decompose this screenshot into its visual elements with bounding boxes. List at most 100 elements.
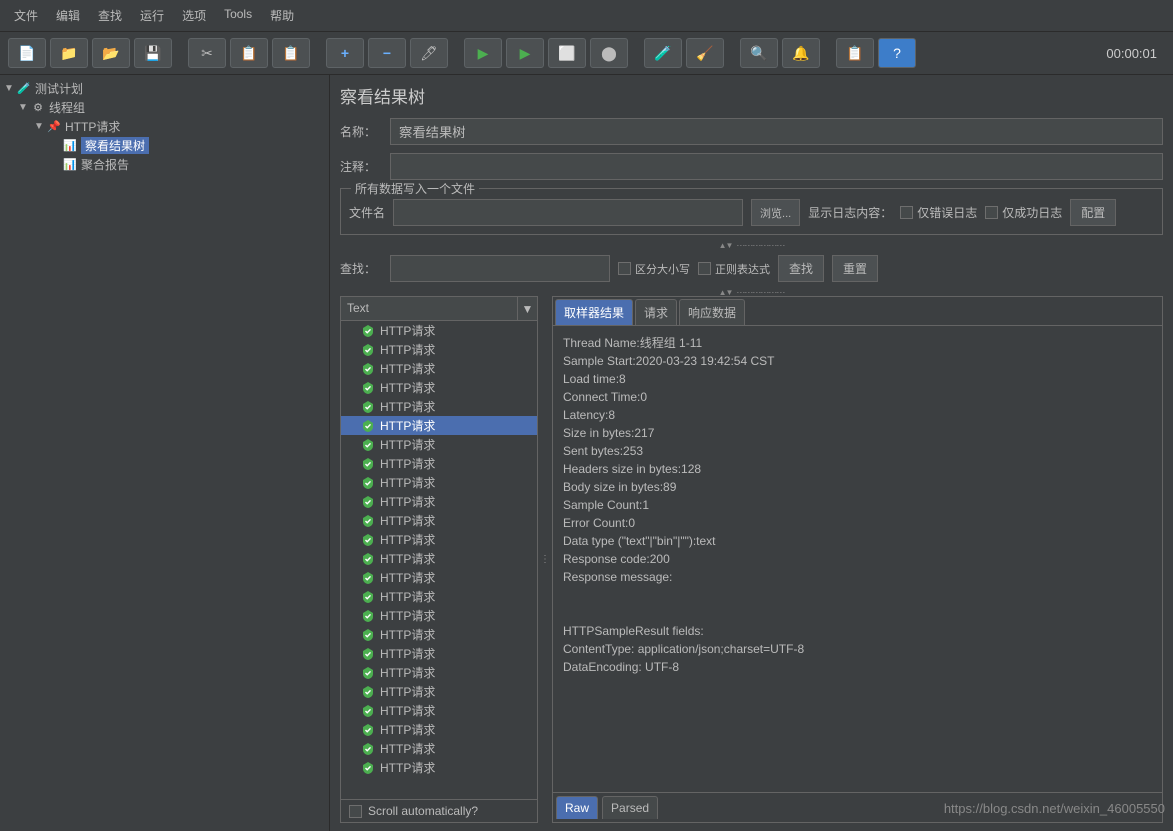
wand-icon[interactable]: 🖊: [410, 38, 448, 68]
result-item-label: HTTP请求: [380, 379, 435, 396]
help-icon[interactable]: ?: [878, 38, 916, 68]
result-item[interactable]: HTTP请求: [341, 454, 537, 473]
result-item[interactable]: HTTP请求: [341, 663, 537, 682]
tab-sampler-result[interactable]: 取样器结果: [555, 299, 633, 325]
result-item[interactable]: HTTP请求: [341, 682, 537, 701]
paste-icon[interactable]: 📋: [272, 38, 310, 68]
result-item-label: HTTP请求: [380, 341, 435, 358]
only-error-checkbox[interactable]: 仅错误日志: [900, 204, 977, 221]
start-no-pause-icon[interactable]: ▶: [506, 38, 544, 68]
result-item[interactable]: HTTP请求: [341, 492, 537, 511]
result-list[interactable]: HTTP请求HTTP请求HTTP请求HTTP请求HTTP请求HTTP请求HTTP…: [341, 321, 537, 799]
result-item[interactable]: HTTP请求: [341, 625, 537, 644]
regex-checkbox[interactable]: 正则表达式: [698, 261, 770, 277]
result-item-label: HTTP请求: [380, 531, 435, 548]
reset-button[interactable]: 重置: [832, 255, 878, 282]
tab-raw[interactable]: Raw: [556, 796, 598, 819]
success-icon: [361, 761, 375, 775]
tab-parsed[interactable]: Parsed: [602, 796, 658, 819]
result-item[interactable]: HTTP请求: [341, 720, 537, 739]
results-area: Text ▼ HTTP请求HTTP请求HTTP请求HTTP请求HTTP请求HTT…: [340, 296, 1163, 823]
copy-icon[interactable]: 📋: [230, 38, 268, 68]
clear-icon[interactable]: 🧪: [644, 38, 682, 68]
result-item[interactable]: HTTP请求: [341, 758, 537, 777]
tab-response-data[interactable]: 响应数据: [679, 299, 745, 325]
tree-icon: ⚙: [30, 100, 46, 116]
menu-edit[interactable]: 编辑: [48, 4, 88, 27]
result-item[interactable]: HTTP请求: [341, 568, 537, 587]
case-sensitive-checkbox[interactable]: 区分大小写: [618, 261, 690, 277]
tree-node[interactable]: ▼📌HTTP请求: [2, 117, 327, 136]
menu-options[interactable]: 选项: [174, 4, 214, 27]
menubar: 文件 编辑 查找 运行 选项 Tools 帮助: [0, 0, 1173, 32]
result-item-label: HTTP请求: [380, 436, 435, 453]
result-item[interactable]: HTTP请求: [341, 378, 537, 397]
open-icon[interactable]: 📂: [92, 38, 130, 68]
tree-label: 聚合报告: [81, 156, 129, 173]
clear-all-icon[interactable]: 🧹: [686, 38, 724, 68]
result-item-label: HTTP请求: [380, 588, 435, 605]
tree-label: 察看结果树: [81, 137, 149, 154]
renderer-select[interactable]: Text ▼: [341, 297, 537, 321]
menu-file[interactable]: 文件: [6, 4, 46, 27]
menu-help[interactable]: 帮助: [262, 4, 302, 27]
tab-request[interactable]: 请求: [635, 299, 677, 325]
configure-button[interactable]: 配置: [1070, 199, 1116, 226]
browse-button[interactable]: 浏览...: [751, 199, 800, 226]
result-item[interactable]: HTTP请求: [341, 473, 537, 492]
result-item[interactable]: HTTP请求: [341, 530, 537, 549]
minus-icon[interactable]: −: [368, 38, 406, 68]
result-item[interactable]: HTTP请求: [341, 435, 537, 454]
name-input[interactable]: [390, 118, 1163, 145]
menu-search[interactable]: 查找: [90, 4, 130, 27]
result-item-label: HTTP请求: [380, 569, 435, 586]
success-icon: [361, 495, 375, 509]
save-icon[interactable]: 💾: [134, 38, 172, 68]
result-item[interactable]: HTTP请求: [341, 397, 537, 416]
filename-label: 文件名: [349, 204, 385, 221]
splitter-handle-2[interactable]: ▲▼⋯⋯⋯⋯⋯⋯: [340, 288, 1163, 296]
tree-node[interactable]: ▼🧪测试计划: [2, 79, 327, 98]
result-item[interactable]: HTTP请求: [341, 606, 537, 625]
result-item[interactable]: HTTP请求: [341, 340, 537, 359]
start-icon[interactable]: ▶: [464, 38, 502, 68]
new-icon[interactable]: 📄: [8, 38, 46, 68]
template-icon[interactable]: 📁: [50, 38, 88, 68]
filename-input[interactable]: [393, 199, 743, 226]
reset-search-icon[interactable]: 🔔: [782, 38, 820, 68]
vertical-splitter[interactable]: ⋮: [542, 296, 548, 823]
result-item[interactable]: HTTP请求: [341, 549, 537, 568]
tree-node[interactable]: ▼⚙线程组: [2, 98, 327, 117]
tree-node[interactable]: 📊聚合报告: [2, 155, 327, 174]
result-item[interactable]: HTTP请求: [341, 511, 537, 530]
watermark: https://blog.csdn.net/weixin_46005550: [944, 801, 1165, 816]
chevron-down-icon: ▼: [517, 297, 537, 320]
success-icon: [361, 685, 375, 699]
result-item-label: HTTP请求: [380, 417, 435, 434]
search-label: 查找：: [340, 260, 382, 277]
scroll-auto-checkbox[interactable]: Scroll automatically?: [341, 799, 537, 822]
stop-icon[interactable]: ⬜: [548, 38, 586, 68]
result-item[interactable]: HTTP请求: [341, 321, 537, 340]
cut-icon[interactable]: ✂: [188, 38, 226, 68]
splitter-handle-1[interactable]: ▲▼⋯⋯⋯⋯⋯⋯: [340, 241, 1163, 249]
search-input[interactable]: [390, 255, 610, 282]
tree-node[interactable]: 📊察看结果树: [2, 136, 327, 155]
result-item[interactable]: HTTP请求: [341, 739, 537, 758]
comment-input[interactable]: [390, 153, 1163, 180]
only-success-checkbox[interactable]: 仅成功日志: [985, 204, 1062, 221]
result-item-label: HTTP请求: [380, 683, 435, 700]
result-item[interactable]: HTTP请求: [341, 644, 537, 663]
shutdown-icon[interactable]: ⬤: [590, 38, 628, 68]
menu-run[interactable]: 运行: [132, 4, 172, 27]
function-icon[interactable]: 📋: [836, 38, 874, 68]
plus-icon[interactable]: +: [326, 38, 364, 68]
result-item[interactable]: HTTP请求: [341, 359, 537, 378]
result-item[interactable]: HTTP请求: [341, 416, 537, 435]
result-item[interactable]: HTTP请求: [341, 587, 537, 606]
result-item[interactable]: HTTP请求: [341, 701, 537, 720]
result-item-label: HTTP请求: [380, 645, 435, 662]
menu-tools[interactable]: Tools: [216, 4, 260, 27]
search-button[interactable]: 查找: [778, 255, 824, 282]
search-icon[interactable]: 🔍: [740, 38, 778, 68]
